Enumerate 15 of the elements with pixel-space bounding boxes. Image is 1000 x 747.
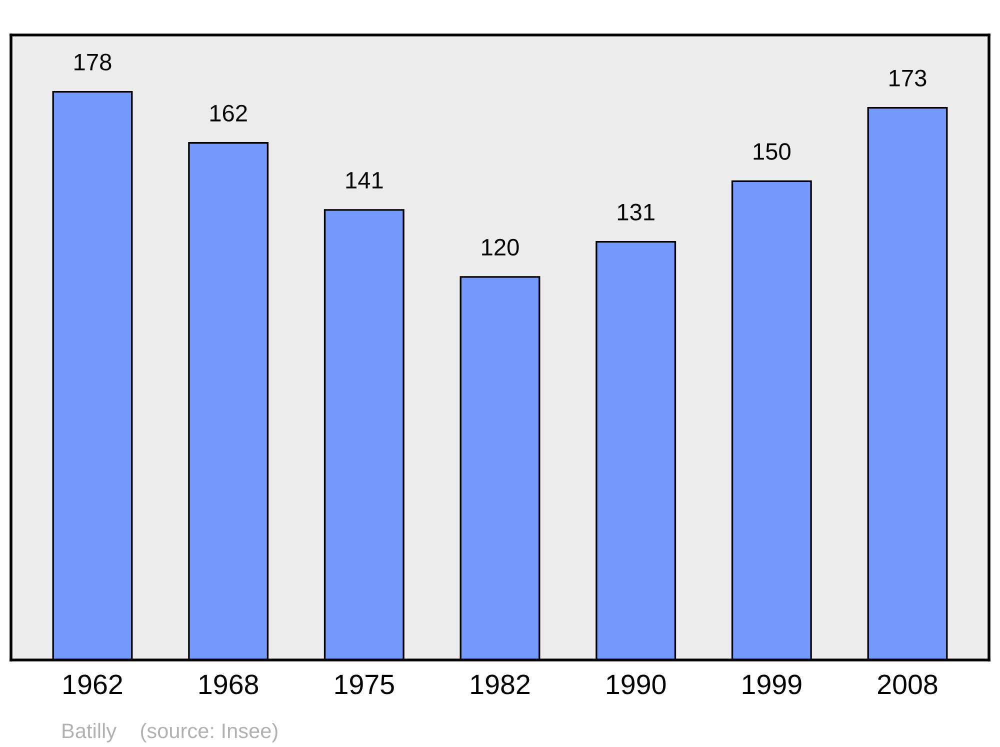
x-tick-label: 1962 [64,674,122,694]
data-label: 150 [754,143,790,160]
x-tick-label: 1990 [607,674,666,694]
x-tick-label: 1982 [471,674,530,694]
data-label: 131 [618,204,654,221]
x-tick-label: 1999 [742,674,802,694]
data-label: 141 [346,172,383,188]
data-label: 162 [210,104,247,122]
x-tick-label: 1968 [200,674,258,694]
data-label: 120 [482,238,519,256]
x-tick-label: 2008 [878,674,938,694]
x-tick-label: 1975 [335,674,394,694]
data-label: 173 [890,70,926,86]
text: Batilly (source: Insee) [62,722,278,742]
data-label: 178 [74,54,112,70]
